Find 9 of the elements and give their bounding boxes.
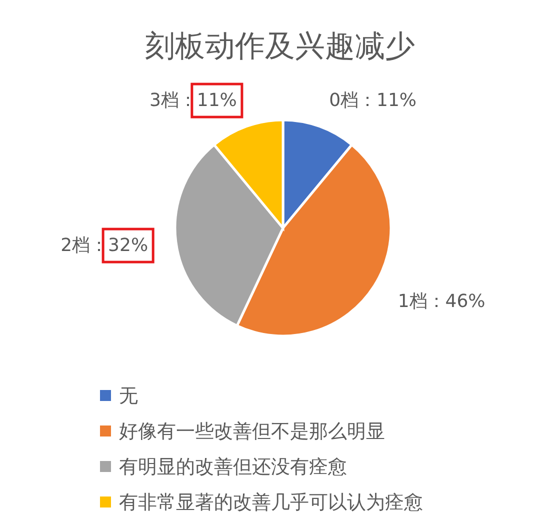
data-label: 1档：46%: [398, 290, 486, 312]
data-label: 2档：32%: [60, 235, 148, 256]
legend-label: 好像有一些改善但不是那么明显: [119, 420, 385, 442]
legend-label: 有明显的改善但还没有痊愈: [119, 456, 347, 478]
chart-title: 刻板动作及兴趣减少: [145, 29, 415, 64]
legend-label: 无: [119, 385, 138, 407]
data-label: 3档：11%: [149, 90, 237, 112]
legend-label: 有非常显著的改善几乎可以认为痊愈: [119, 492, 423, 514]
data-label: 0档：11%: [329, 90, 417, 112]
